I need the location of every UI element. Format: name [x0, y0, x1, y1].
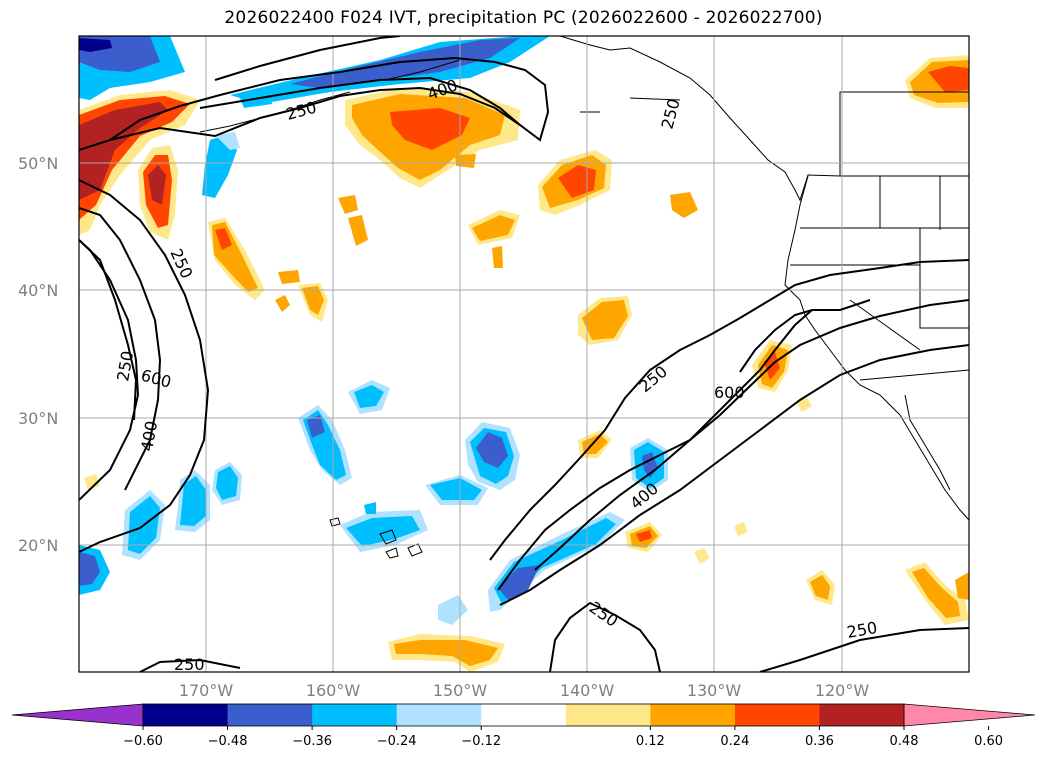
contour-400-west — [79, 207, 162, 491]
shade-146w-pos-b — [472, 215, 515, 241]
lon-label-130w: 130°W — [687, 681, 742, 700]
colorbar-extend-low — [11, 703, 144, 727]
shade-138w-mid — [582, 300, 628, 340]
contour-250-south — [549, 601, 661, 672]
shade-north-band-core — [290, 38, 520, 88]
contour-250-west-inner — [79, 239, 140, 501]
contour-600-east-inner — [739, 299, 871, 373]
shade-ne-core — [928, 66, 969, 92]
colorbar-tick-label: 0.48 — [890, 734, 919, 749]
shade-120w-pos-core — [810, 575, 830, 600]
shade-se-neg-core — [498, 565, 540, 600]
shade-146w-pos-c — [492, 246, 503, 268]
contour-250-southeast — [759, 627, 969, 672]
colorbar-swatch — [734, 704, 820, 726]
lon-label-170w: 170°W — [179, 681, 234, 700]
shade-150w-neg-core — [430, 478, 482, 500]
shade-163w-small — [278, 270, 300, 284]
map-title: 2026022400 F024 IVT, precipitation PC (2… — [224, 8, 823, 28]
colorbar-swatch — [650, 704, 736, 726]
shade-167w-neg-core — [180, 476, 206, 526]
contour-label-250-bl: 250 — [174, 655, 205, 674]
colorbar-frame — [142, 703, 905, 727]
latitude-labels: 50°N 40°N 30°N 20°N — [18, 154, 58, 555]
colorbar-swatch — [227, 704, 313, 726]
colorbar-swatch — [143, 704, 229, 726]
map-frame — [78, 35, 970, 673]
contour-250-north-top — [214, 36, 401, 81]
contour-400-north — [199, 76, 521, 126]
colorbar-tick-label: −0.60 — [123, 734, 163, 749]
colorbar-tick-label: 0.36 — [805, 734, 834, 749]
precipitation-shading — [79, 36, 969, 672]
shade-150w-core — [390, 108, 470, 150]
shade-168w-neg-light — [215, 132, 240, 150]
colorbar: −0.60 −0.48 −0.36 −0.24 −0.12 0.12 0.24 0.36 0.4… — [11, 703, 1036, 749]
shade-147w-pos — [455, 154, 476, 168]
shade-west-edge-dot — [84, 474, 100, 490]
lat-label-30n: 30°N — [18, 409, 58, 428]
contour-250-east — [489, 259, 969, 561]
ivt-contours — [79, 36, 969, 672]
colorbar-swatch — [819, 704, 905, 726]
contour-250-west — [79, 179, 210, 553]
shade-156w-neg-dot — [364, 502, 376, 514]
colorbar-swatch — [396, 704, 482, 726]
shade-155w-neg-core — [354, 385, 384, 408]
lat-label-50n: 50°N — [18, 154, 58, 173]
shade-164w-neg-core — [216, 466, 238, 500]
shade-155w-pos2 — [348, 215, 368, 246]
colorbar-swatch — [312, 704, 398, 726]
shade-175w-core — [148, 165, 166, 205]
shade-154w-neg-core — [346, 516, 420, 546]
shade-165w-dot — [275, 295, 290, 312]
contour-600-west — [79, 239, 138, 421]
shade-134w-pos — [670, 192, 698, 218]
shade-158w-pos-core — [302, 286, 324, 315]
contour-label-600-e: 600 — [714, 383, 745, 402]
shade-168w-neg — [202, 135, 237, 198]
colorbar-swatch — [565, 704, 651, 726]
shade-se-corner-2 — [955, 572, 969, 600]
contour-250-bottomleft — [139, 658, 241, 672]
longitude-labels: 170°W 160°W 150°W 140°W 130°W 120°W — [179, 681, 870, 700]
shade-128w-dot — [734, 522, 748, 536]
lon-label-120w: 120°W — [815, 681, 870, 700]
colorbar-tick-label: −0.48 — [208, 734, 248, 749]
coastlines — [199, 36, 969, 559]
colorbar-tick-label: 0.60 — [974, 734, 1003, 749]
shade-179w-neg-core — [79, 552, 100, 586]
colorbar-tick-label: −0.36 — [292, 734, 332, 749]
contour-600-east — [534, 309, 813, 571]
shade-nw-pos-core — [79, 102, 168, 200]
colorbar-tick-label: 0.24 — [720, 734, 749, 749]
shade-se-corner-core — [912, 568, 960, 618]
colorbar-tick-label: −0.12 — [461, 734, 501, 749]
contour-400-east — [497, 299, 969, 591]
graticule — [79, 36, 969, 672]
shade-160w-core — [215, 228, 232, 250]
shade-135w-pos-21n-core — [636, 530, 652, 542]
colorbar-extend-high — [903, 703, 1036, 727]
shade-bottom-center-core — [394, 640, 498, 666]
colorbar-tick-label: 0.12 — [636, 734, 665, 749]
lon-label-140w: 140°W — [560, 681, 615, 700]
contour-400-east-lower — [499, 344, 969, 606]
shade-155w-pos1 — [338, 195, 358, 214]
lat-label-20n: 20°N — [18, 536, 58, 555]
contour-250-north — [79, 56, 550, 151]
shade-131w-dot — [694, 548, 710, 564]
shade-nw-negative-core — [79, 38, 112, 52]
lon-label-150w: 150°W — [433, 681, 488, 700]
lat-label-40n: 40°N — [18, 281, 58, 300]
colorbar-tick-label: −0.24 — [377, 734, 417, 749]
colorbar-swatch — [481, 704, 567, 726]
shade-147w-neg-core — [476, 432, 508, 468]
shade-160w-neg-core — [307, 415, 325, 438]
lon-label-160w: 160°W — [306, 681, 361, 700]
